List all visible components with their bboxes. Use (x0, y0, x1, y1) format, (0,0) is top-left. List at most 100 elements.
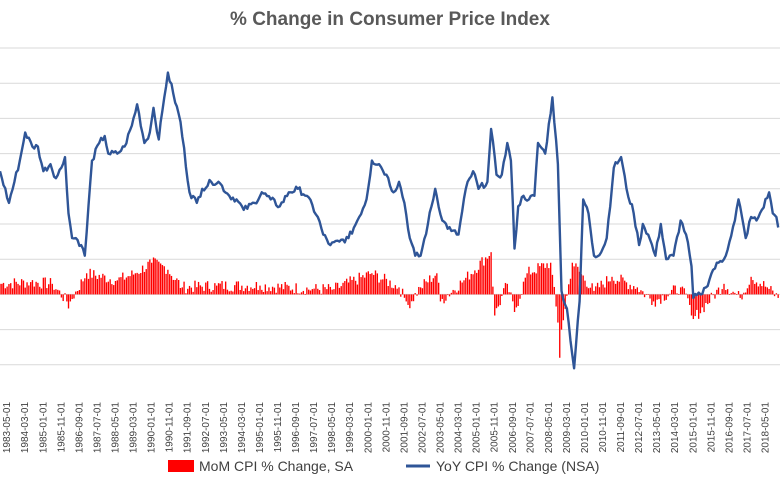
mom-bar (752, 280, 754, 295)
mom-bar (48, 284, 50, 295)
mom-bar (149, 259, 151, 295)
mom-bar (82, 281, 84, 295)
mom-bar (726, 289, 729, 295)
x-tick-label: 2009-03-01 (562, 402, 573, 454)
mom-bar (345, 278, 348, 295)
x-tick-label: 1996-09-01 (291, 402, 302, 454)
mom-bar (24, 287, 26, 295)
mom-bar (360, 277, 362, 295)
mom-bar (228, 291, 230, 295)
mom-bar (165, 273, 167, 295)
x-tick-label: 1990-01-01 (147, 402, 158, 454)
mom-bar (741, 294, 743, 300)
mom-bar (524, 277, 527, 295)
mom-bar (553, 286, 555, 295)
mom-bar (89, 268, 91, 295)
mom-bar (127, 276, 129, 295)
mom-bar (35, 281, 37, 295)
mom-bar (530, 274, 532, 295)
mom-bar (537, 263, 539, 295)
mom-bar (764, 286, 767, 295)
mom-bar (542, 263, 545, 295)
mom-bar (212, 290, 214, 295)
x-tick-label: 2005-11-01 (490, 402, 501, 453)
mom-bar (17, 283, 19, 295)
mom-bar (513, 294, 516, 312)
mom-bar (261, 289, 263, 295)
mom-bar (179, 287, 182, 295)
mom-bar (699, 294, 702, 314)
mom-bar (441, 294, 443, 299)
mom-bar (239, 289, 241, 295)
mom-bar (270, 291, 272, 295)
mom-bar (676, 293, 678, 295)
mom-bar (683, 288, 685, 295)
mom-bar (439, 294, 442, 302)
mom-bar (335, 282, 337, 295)
mom-bar (689, 294, 691, 305)
mom-bar (326, 289, 328, 295)
mom-bar (364, 277, 366, 295)
mom-bar (205, 282, 207, 295)
mom-bar (566, 294, 568, 296)
mom-bar (100, 277, 102, 295)
mom-bar (517, 294, 519, 306)
mom-bar (730, 293, 732, 295)
mom-bar (421, 288, 424, 295)
mom-bar (223, 288, 225, 295)
mom-bar (701, 294, 703, 308)
mom-bar (20, 279, 23, 295)
mom-bar (22, 280, 25, 295)
mom-bar (257, 290, 259, 295)
mom-bar (69, 294, 72, 302)
mom-bar (282, 289, 285, 295)
mom-bar (349, 276, 351, 295)
mom-bar (170, 275, 173, 295)
mom-bar (651, 294, 653, 306)
mom-bar (598, 287, 601, 295)
mom-bar (203, 290, 205, 295)
mom-bar (44, 277, 46, 295)
mom-bar (486, 258, 489, 295)
mom-bar (237, 281, 240, 295)
mom-bar (750, 276, 752, 295)
mom-bar (64, 293, 66, 295)
mom-bar (87, 278, 90, 295)
mom-bar (120, 277, 122, 295)
mom-bar (356, 284, 359, 295)
mom-bar (573, 266, 575, 295)
mom-bar (468, 279, 471, 295)
mom-bar (533, 272, 536, 295)
x-tick-label: 1991-09-01 (183, 402, 194, 454)
mom-bar (286, 284, 288, 295)
mom-bar (234, 285, 236, 295)
mom-bar (94, 275, 97, 295)
mom-bar (262, 291, 265, 295)
mom-bar (555, 294, 557, 307)
mom-bar (31, 280, 34, 295)
mom-bar (499, 294, 501, 306)
x-tick-label: 2013-05-01 (652, 402, 663, 454)
mom-bar (76, 291, 79, 295)
mom-bar (667, 294, 669, 297)
mom-bar (136, 272, 138, 295)
mom-bar (436, 273, 438, 295)
mom-bar (2, 282, 5, 295)
mom-bar (605, 276, 608, 295)
mom-bar (196, 287, 198, 295)
x-tick-label: 1994-03-01 (237, 402, 248, 454)
mom-bar (6, 286, 8, 295)
mom-bar (669, 293, 671, 295)
x-tick-label: 2005-01-01 (472, 402, 483, 454)
mom-bar (634, 288, 637, 295)
mom-bar (255, 282, 258, 295)
mom-bar (221, 281, 223, 295)
mom-bar (322, 284, 324, 295)
mom-bar (497, 294, 500, 307)
mom-bar (125, 277, 128, 295)
mom-bar (519, 294, 521, 299)
mom-bar (521, 294, 523, 295)
mom-bar (147, 261, 149, 295)
mom-bar (484, 257, 487, 295)
mom-bar (490, 252, 492, 295)
